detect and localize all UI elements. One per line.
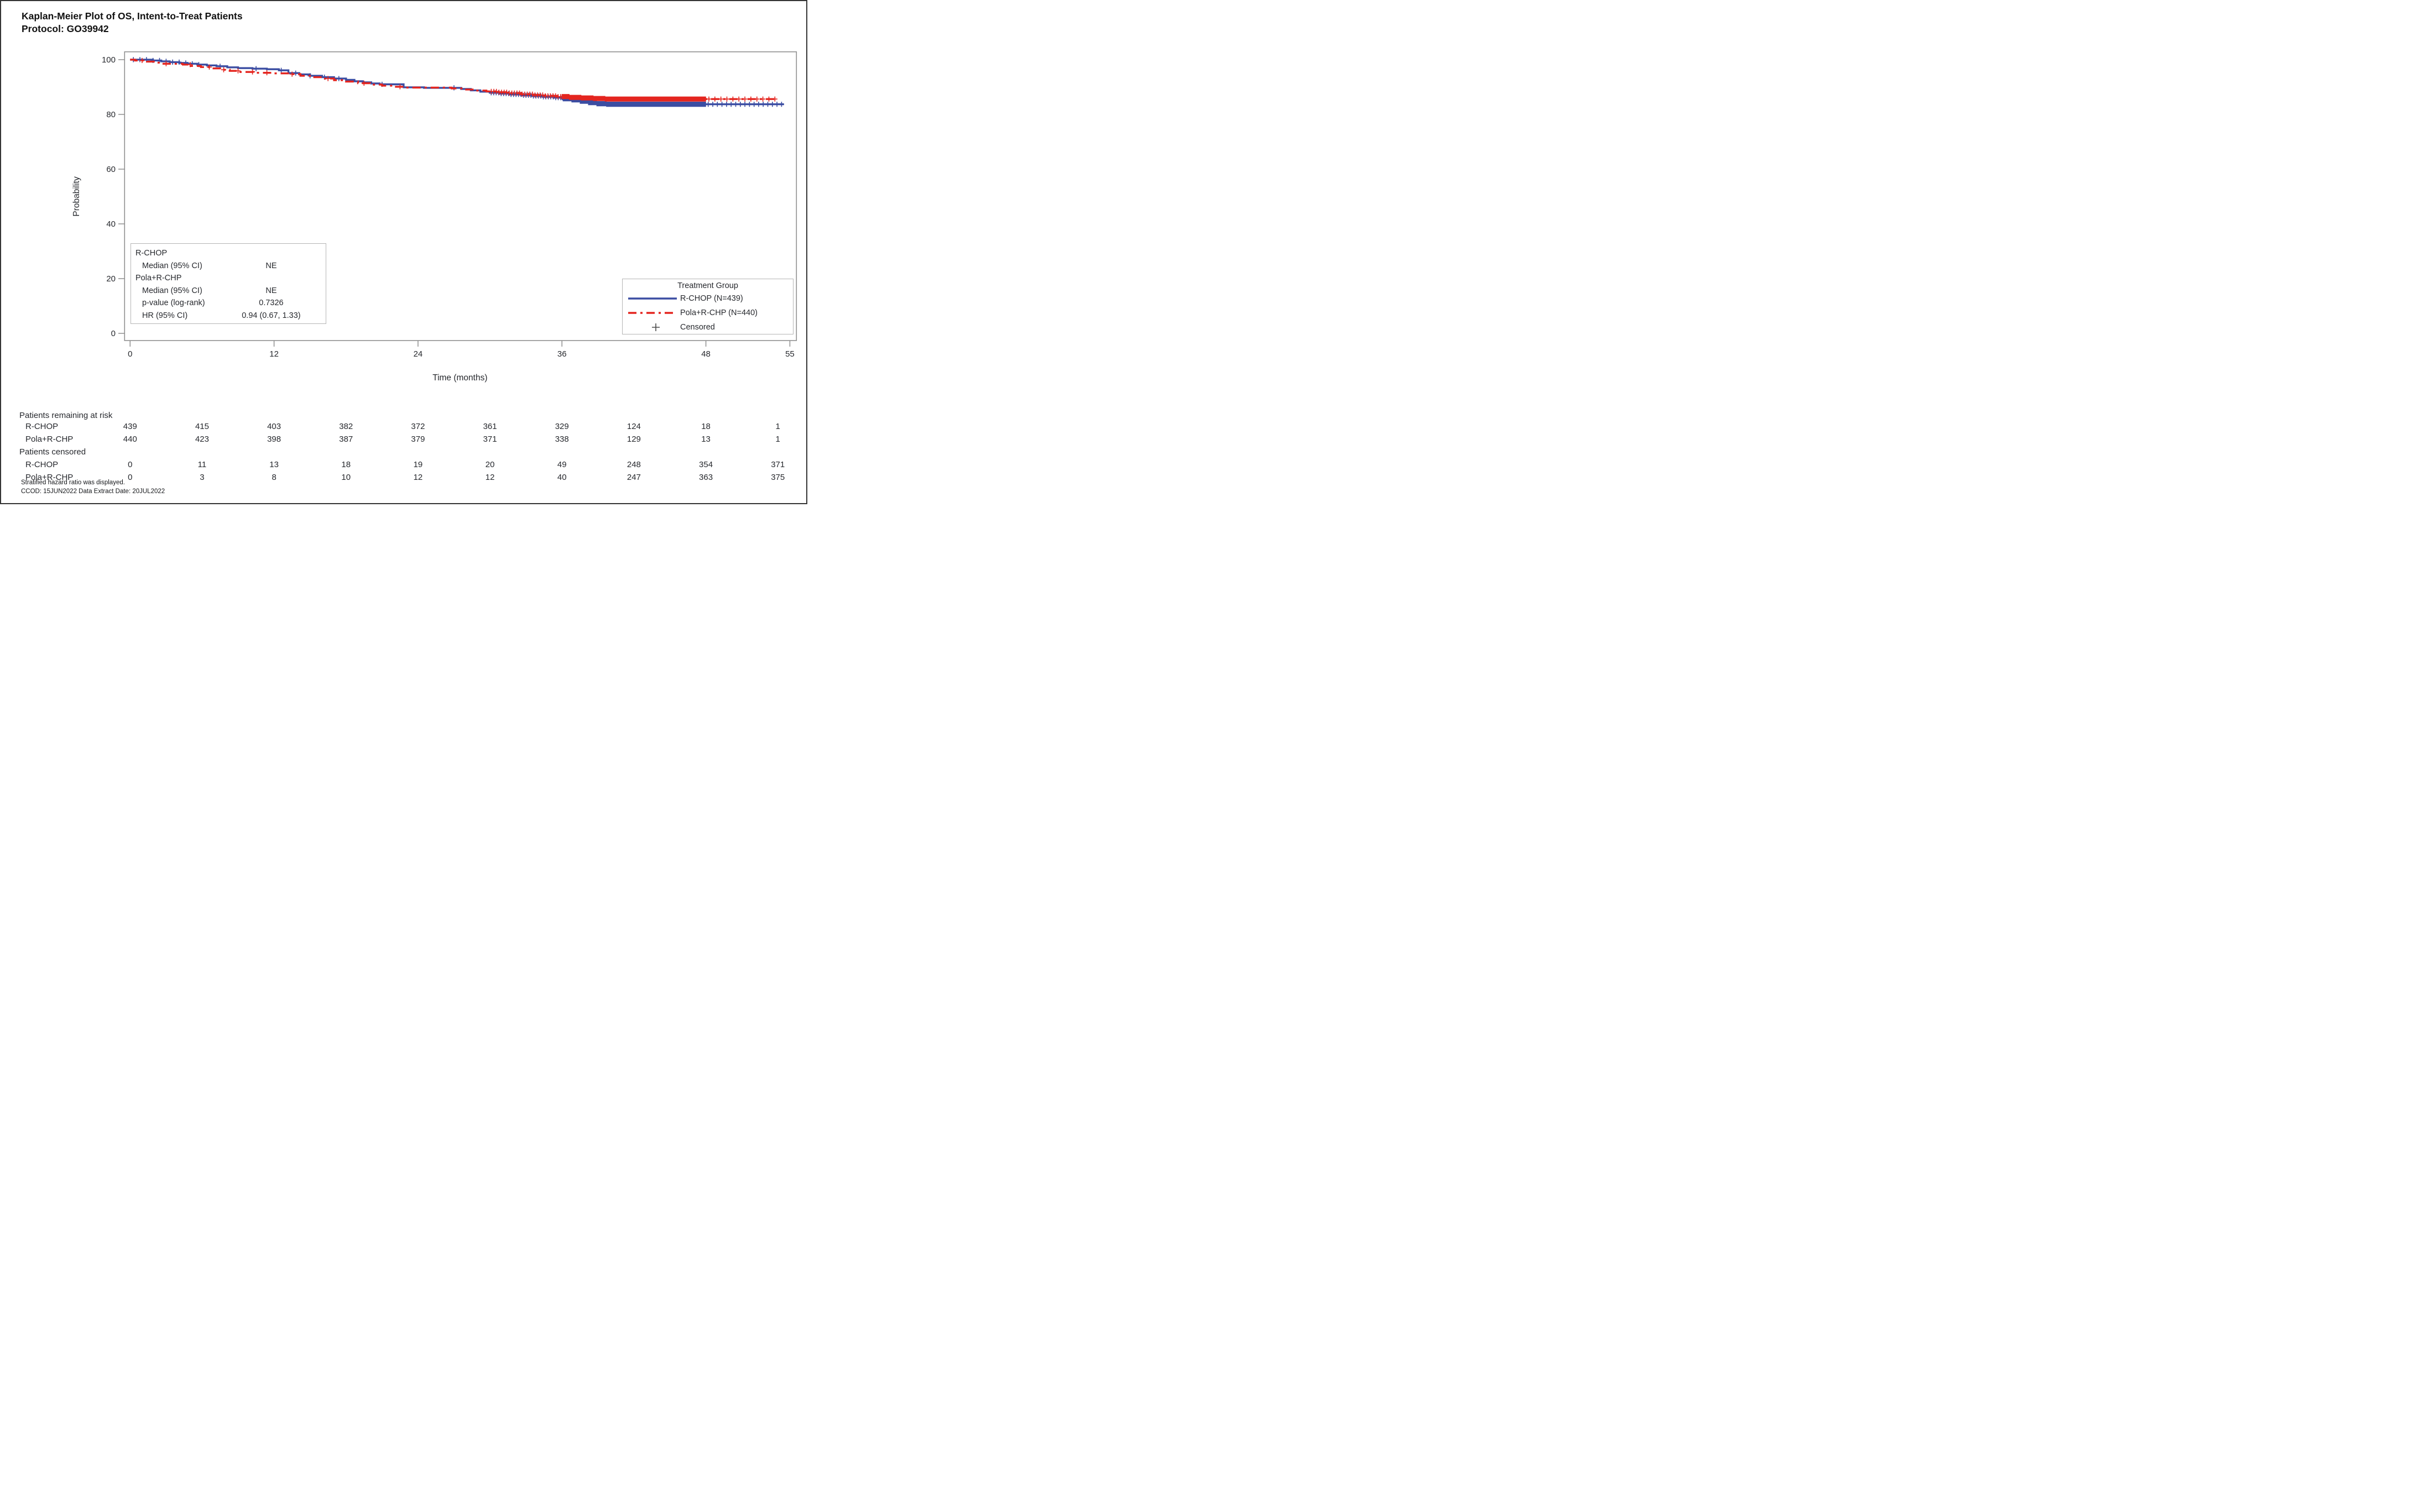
censor-marks-pola [139, 57, 777, 102]
stats-label: Median (95% CI) [142, 261, 202, 270]
svg-text:24: 24 [414, 349, 423, 359]
svg-text:55: 55 [785, 349, 795, 359]
stats-row: p-value (log-rank) 0.7326 [131, 297, 326, 310]
stats-label: p-value (log-rank) [142, 299, 205, 308]
km-plot: 0 20 40 60 80 100 0 12 24 36 48 55 Probability Time (… [72, 51, 797, 383]
stats-row: HR (95% CI) 0.94 (0.67, 1.33) [131, 310, 326, 322]
svg-text:100: 100 [102, 55, 116, 65]
svg-text:0: 0 [128, 349, 132, 359]
y-axis: 0 20 40 60 80 100 [102, 55, 125, 338]
legend-item-label: Censored [680, 323, 715, 332]
svg-text:20: 20 [106, 274, 116, 284]
stats-value: NE [265, 286, 277, 295]
stats-value: NE [265, 261, 277, 270]
legend-item-label: R-CHOP (N=439) [680, 294, 743, 303]
y-axis-title: Probability [72, 176, 81, 217]
x-axis: 0 12 24 36 48 55 [128, 341, 795, 359]
legend-item: R-CHOP (N=439) [623, 291, 793, 306]
stats-label: HR (95% CI) [142, 311, 188, 320]
censored-plus-icon [623, 322, 680, 332]
stats-row: Median (95% CI) NE [131, 285, 326, 297]
footnotes: Stratified hazard ratio was displayed. C… [21, 479, 165, 496]
legend-item: Censored [623, 320, 793, 334]
stats-row: Median (95% CI) NE [131, 260, 326, 273]
footnote-ccod: CCOD: 15JUN2022 Data Extract Date: 20JUL… [21, 488, 165, 495]
footnote-stratified: Stratified hazard ratio was displayed. [21, 479, 125, 486]
stats-value: 0.7326 [259, 299, 284, 308]
legend-item: Pola+R-CHP (N=440) [623, 306, 793, 320]
pola-line-sample-icon [623, 308, 680, 318]
stats-row: Pola+R-CHP [131, 272, 326, 285]
svg-text:12: 12 [269, 349, 279, 359]
svg-text:60: 60 [106, 165, 116, 174]
km-figure-page: Kaplan-Meier Plot of OS, Intent-to-Treat… [0, 0, 807, 504]
svg-text:80: 80 [106, 110, 116, 119]
svg-text:40: 40 [106, 219, 116, 229]
figure-title: Kaplan-Meier Plot of OS, Intent-to-Treat… [22, 11, 243, 22]
stats-label: R-CHOP [135, 249, 168, 258]
figure-protocol: Protocol: GO39942 [22, 23, 109, 34]
svg-text:36: 36 [557, 349, 567, 359]
rchop-line-sample-icon [623, 294, 680, 304]
legend: Treatment Group R-CHOP (N=439) Pola+R-CH… [622, 279, 794, 334]
legend-item-label: Pola+R-CHP (N=440) [680, 308, 758, 317]
stats-label: Pola+R-CHP [135, 274, 182, 283]
x-axis-title: Time (months) [432, 373, 487, 383]
svg-text:48: 48 [701, 349, 711, 359]
legend-title: Treatment Group [677, 281, 738, 290]
stats-label: Median (95% CI) [142, 286, 202, 295]
title-block: Kaplan-Meier Plot of OS, Intent-to-Treat… [22, 10, 243, 35]
stats-row: R-CHOP [131, 247, 326, 260]
plot-frame [124, 51, 797, 341]
stats-box: R-CHOP Median (95% CI) NE Pola+R-CHP Med… [131, 243, 326, 324]
stats-value: 0.94 (0.67, 1.33) [242, 311, 301, 320]
svg-text:0: 0 [111, 329, 116, 338]
